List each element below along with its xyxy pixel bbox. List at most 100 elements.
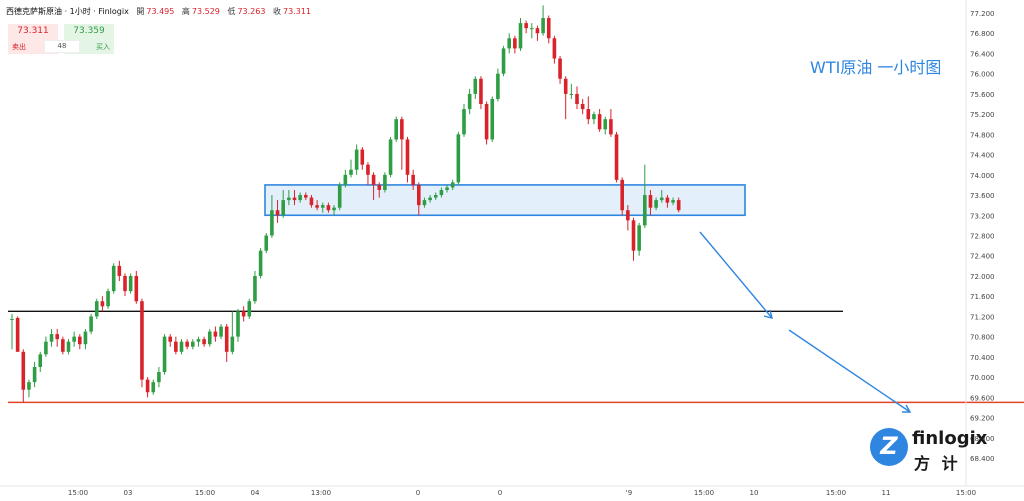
chart-annotation: WTI原油 一小时图: [810, 58, 942, 77]
candle: [558, 55, 562, 84]
finlogix-logo: Z finlogix 方 计: [866, 426, 987, 474]
candle: [44, 336, 48, 357]
candle: [320, 202, 325, 213]
candle: [671, 197, 675, 206]
y-tick-label: 73.200: [970, 212, 995, 220]
candle-body: [580, 104, 585, 110]
candle: [354, 144, 359, 175]
candle-body: [10, 318, 14, 320]
candle: [631, 217, 636, 261]
candle: [15, 316, 20, 352]
candle-body: [467, 93, 472, 110]
candle-body: [456, 134, 461, 183]
candle: [304, 192, 308, 201]
candle-body: [597, 114, 602, 130]
candle-body: [247, 301, 252, 317]
candle-body: [558, 58, 562, 79]
y-tick-label: 70.400: [970, 354, 995, 362]
y-tick-label: 71.200: [970, 313, 995, 321]
candle: [207, 329, 212, 347]
candle-body: [157, 372, 161, 383]
candle: [580, 98, 585, 115]
candle-body: [490, 98, 495, 140]
candle: [72, 331, 76, 347]
candle: [151, 379, 156, 395]
candle: [541, 5, 545, 36]
candle-body: [383, 174, 387, 190]
candle-body: [174, 341, 178, 352]
candle-body: [61, 339, 65, 352]
support-levels-layer: [8, 310, 1024, 404]
y-tick-label: 76.800: [970, 30, 995, 38]
candle-body: [140, 301, 144, 380]
candle-body: [49, 334, 54, 342]
candle-body: [676, 200, 681, 211]
candle: [546, 15, 551, 44]
candle-body: [400, 119, 404, 140]
projection-arrow-1: [699, 231, 773, 319]
x-tick-label: 0: [416, 489, 420, 497]
candle-body: [648, 195, 653, 208]
candle-body: [32, 366, 37, 383]
candle: [309, 195, 314, 208]
candle-body: [315, 205, 319, 208]
candle-body: [422, 200, 427, 206]
candle-body: [287, 197, 291, 201]
buy-label: 买入: [96, 43, 110, 51]
candle: [78, 334, 82, 350]
candle-body: [518, 23, 523, 49]
candle-body: [371, 174, 376, 185]
candle: [654, 197, 658, 211]
candle-body: [411, 174, 415, 185]
candle-body: [185, 341, 189, 347]
candle-body: [179, 341, 184, 352]
candle: [241, 306, 246, 322]
candle-body: [609, 119, 613, 135]
candle: [83, 329, 88, 350]
candle-body: [117, 265, 122, 276]
candle-body: [337, 184, 342, 208]
y-tick-label: 69.200: [970, 415, 995, 423]
candle-body: [241, 311, 246, 317]
trade-panel: 73.311 卖出 73.359 买入 48: [8, 24, 114, 54]
buy-price: 73.359: [73, 26, 105, 36]
candle: [196, 336, 201, 347]
candle-body: [230, 336, 235, 352]
time-axis: 15:00 03 15:00 04 13:00 0 0 '9 15:00 10 15:00 11 15:…: [68, 489, 976, 497]
candle-body: [275, 210, 280, 216]
x-tick-label: 13:00: [311, 489, 331, 497]
low-label: 低: [227, 7, 236, 16]
candle-body: [507, 38, 511, 49]
candle: [332, 205, 336, 216]
candle-body: [450, 182, 455, 188]
candle: [490, 96, 495, 142]
candle-body: [603, 119, 608, 130]
candle-body: [202, 339, 206, 345]
candle: [230, 311, 235, 355]
candle-body: [145, 379, 150, 393]
candle: [162, 334, 167, 375]
high-label: 高: [181, 7, 190, 16]
candle-body: [546, 18, 551, 39]
candle: [213, 326, 218, 342]
y-tick-label: 73.600: [970, 192, 995, 200]
x-tick-label: 15:00: [826, 489, 846, 497]
candle: [366, 162, 370, 185]
candle-body: [298, 195, 302, 201]
candle: [66, 339, 71, 355]
candle: [123, 273, 127, 297]
candle-body: [236, 311, 240, 337]
candle-body: [89, 316, 93, 332]
candle-body: [83, 331, 88, 345]
candle: [140, 298, 144, 388]
x-tick-label: 04: [251, 489, 260, 497]
candle: [659, 189, 664, 203]
candle: [518, 18, 523, 51]
candle: [174, 336, 178, 355]
y-tick-label: 75.600: [970, 91, 995, 99]
candle: [117, 260, 122, 282]
candle-body: [168, 336, 172, 342]
x-tick-label: 15:00: [694, 489, 714, 497]
candle-body: [343, 174, 348, 185]
